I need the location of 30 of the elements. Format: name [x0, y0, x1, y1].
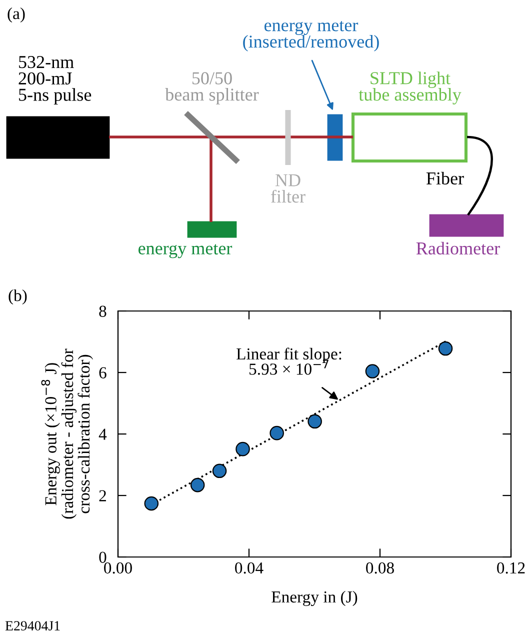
point	[144, 496, 159, 511]
x-tick-label: 0.12	[497, 562, 525, 574]
y-tick-label: 2	[99, 490, 106, 502]
point	[270, 426, 284, 440]
text: Radiometer	[416, 242, 500, 255]
y-tick-label: 8	[99, 306, 106, 317]
point	[190, 478, 205, 492]
text: (a)	[8, 7, 25, 23]
text: E29404J1	[5, 621, 60, 630]
chart-title: (b)	[8, 289, 27, 305]
x-axis-title: Energy in (J)	[272, 590, 358, 606]
point	[438, 341, 453, 356]
point	[365, 364, 380, 378]
x-tick-label: 0.04	[235, 562, 264, 574]
text: 532-nm 200-mJ 5-ns pulse	[18, 56, 92, 105]
text: Fiber	[426, 172, 464, 185]
text: 50/50 beam splitter	[165, 72, 259, 104]
point	[212, 464, 227, 478]
text: ND filter	[271, 174, 306, 203]
y-tick-label: 4	[98, 428, 107, 440]
y-tick-label: 0	[99, 552, 106, 563]
text: energy meter (inserted/removed)	[243, 20, 379, 52]
text: energy meter	[138, 244, 232, 258]
y-tick-label: 6	[99, 367, 106, 378]
x-tick-label: 0.08	[366, 562, 394, 574]
point	[236, 442, 250, 456]
y-axis-title: Energy out (×10$^{−8}$ J) (radiometer - adjusted for cross-calibration factor)	[41, 348, 93, 519]
x-tick-label: 0.00	[104, 562, 132, 574]
point	[308, 414, 322, 429]
text: SLTD light tube assembly	[358, 72, 462, 104]
